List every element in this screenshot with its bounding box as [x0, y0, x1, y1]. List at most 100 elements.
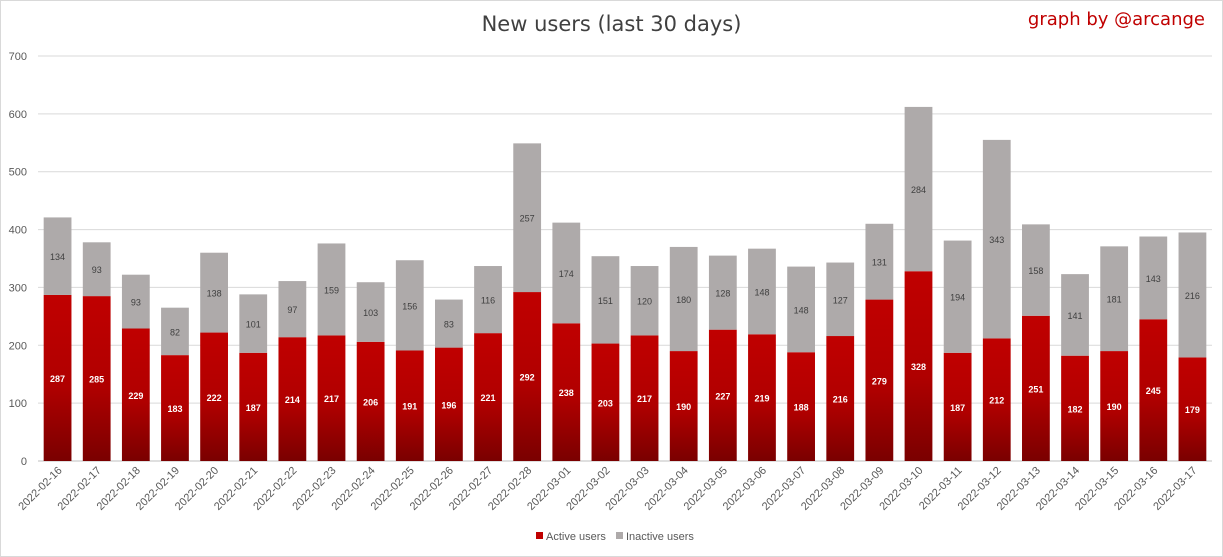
data-label-inactive: 127	[833, 295, 848, 305]
data-label-active: 187	[246, 403, 261, 413]
bar-active	[1022, 315, 1050, 461]
data-label-inactive: 194	[950, 293, 965, 303]
data-label-active: 183	[167, 404, 182, 414]
data-label-inactive: 128	[715, 289, 730, 299]
bar-active	[982, 338, 1011, 461]
bar-active	[200, 332, 228, 461]
data-label-inactive: 82	[170, 327, 180, 337]
bar-active	[591, 343, 620, 461]
data-label-inactive: 156	[402, 301, 417, 311]
data-label-inactive: 134	[50, 252, 65, 262]
data-label-active: 285	[89, 375, 104, 385]
bar-inactive	[748, 248, 776, 335]
data-label-active: 196	[441, 400, 456, 410]
data-label-inactive: 97	[287, 305, 297, 315]
bar-inactive	[513, 143, 542, 293]
data-label-active: 206	[363, 397, 378, 407]
data-label-active: 214	[285, 395, 300, 405]
legend-label-inactive: Inactive users	[626, 531, 694, 543]
bar-inactive	[1022, 224, 1050, 316]
data-label-inactive: 181	[1107, 295, 1122, 305]
y-tick-label: 400	[9, 225, 27, 237]
bar-active	[826, 336, 855, 461]
bar-active	[121, 328, 150, 461]
data-label-inactive: 143	[1146, 274, 1161, 284]
bars-layer	[43, 106, 1207, 461]
data-label-inactive: 83	[444, 320, 454, 330]
legend-swatch-active	[536, 532, 543, 539]
bar-inactive	[1139, 236, 1168, 320]
bar-inactive	[552, 222, 581, 324]
bar-inactive	[904, 106, 933, 272]
data-label-inactive: 159	[324, 285, 339, 295]
legend-swatch-inactive	[616, 532, 623, 539]
data-label-inactive: 116	[481, 296, 495, 306]
data-label-active: 245	[1146, 386, 1161, 396]
data-label-active: 217	[324, 394, 339, 404]
data-label-active: 222	[207, 393, 222, 403]
data-label-active: 292	[520, 373, 535, 383]
grid-layer: 0 100 200 300 400 500 600 700	[9, 51, 1212, 468]
bar-active	[748, 334, 776, 461]
data-label-inactive: 101	[246, 320, 261, 330]
data-label-active: 219	[754, 394, 769, 404]
bar-active	[278, 337, 307, 461]
data-label-active: 203	[598, 398, 613, 408]
data-label-inactive: 141	[1068, 311, 1083, 321]
data-label-active: 216	[833, 395, 848, 405]
data-label-inactive: 103	[363, 308, 378, 318]
data-label-active: 187	[950, 403, 965, 413]
legend: Active users Inactive users	[536, 531, 694, 543]
bar-active	[787, 352, 815, 461]
bar-inactive	[317, 243, 346, 336]
bar-active	[904, 271, 933, 461]
y-tick-label: 200	[9, 340, 27, 352]
data-label-active: 221	[481, 393, 496, 403]
data-label-inactive: 148	[754, 287, 769, 297]
bar-inactive	[161, 307, 189, 356]
bar-active	[513, 292, 542, 461]
data-label-active: 328	[911, 362, 926, 372]
data-label-inactive: 93	[92, 265, 102, 275]
bar-active	[474, 333, 502, 461]
data-label-inactive: 257	[520, 214, 535, 224]
bar-active	[356, 341, 385, 461]
data-label-inactive: 180	[676, 295, 691, 305]
data-label-active: 238	[559, 388, 574, 398]
data-label-inactive: 174	[559, 269, 574, 279]
bar-inactive	[356, 282, 385, 342]
bar-inactive	[395, 260, 424, 351]
bar-active	[82, 296, 111, 461]
credit-label: graph by @arcange	[1027, 9, 1205, 30]
bar-active	[161, 355, 189, 461]
bar-inactive	[435, 299, 463, 348]
data-label-inactive: 284	[911, 185, 926, 195]
y-tick-label: 100	[9, 398, 27, 410]
legend-label-active: Active users	[546, 531, 606, 543]
bar-inactive	[1061, 274, 1089, 356]
data-label-active: 182	[1068, 404, 1083, 414]
data-label-active: 279	[872, 376, 887, 386]
data-label-inactive: 158	[1028, 266, 1043, 276]
data-label-inactive: 120	[637, 297, 652, 307]
bar-inactive	[239, 294, 268, 353]
data-label-active: 179	[1185, 405, 1200, 415]
data-label-active: 227	[715, 391, 730, 401]
data-label-inactive: 216	[1185, 291, 1200, 301]
bar-inactive	[943, 240, 972, 353]
data-label-active: 287	[50, 374, 65, 384]
bar-inactive	[669, 246, 698, 352]
data-label-active: 217	[637, 394, 652, 404]
bar-inactive	[43, 217, 72, 295]
bar-active	[317, 335, 346, 461]
bar-active	[435, 347, 463, 461]
bar-inactive	[1178, 232, 1207, 358]
y-tick-label: 500	[9, 167, 27, 179]
data-label-active: 190	[676, 402, 691, 412]
bar-active	[1178, 357, 1207, 461]
data-label-active: 188	[794, 403, 809, 413]
bar-active	[43, 294, 72, 461]
bar-active	[1100, 351, 1129, 461]
data-label-active: 190	[1107, 402, 1122, 412]
